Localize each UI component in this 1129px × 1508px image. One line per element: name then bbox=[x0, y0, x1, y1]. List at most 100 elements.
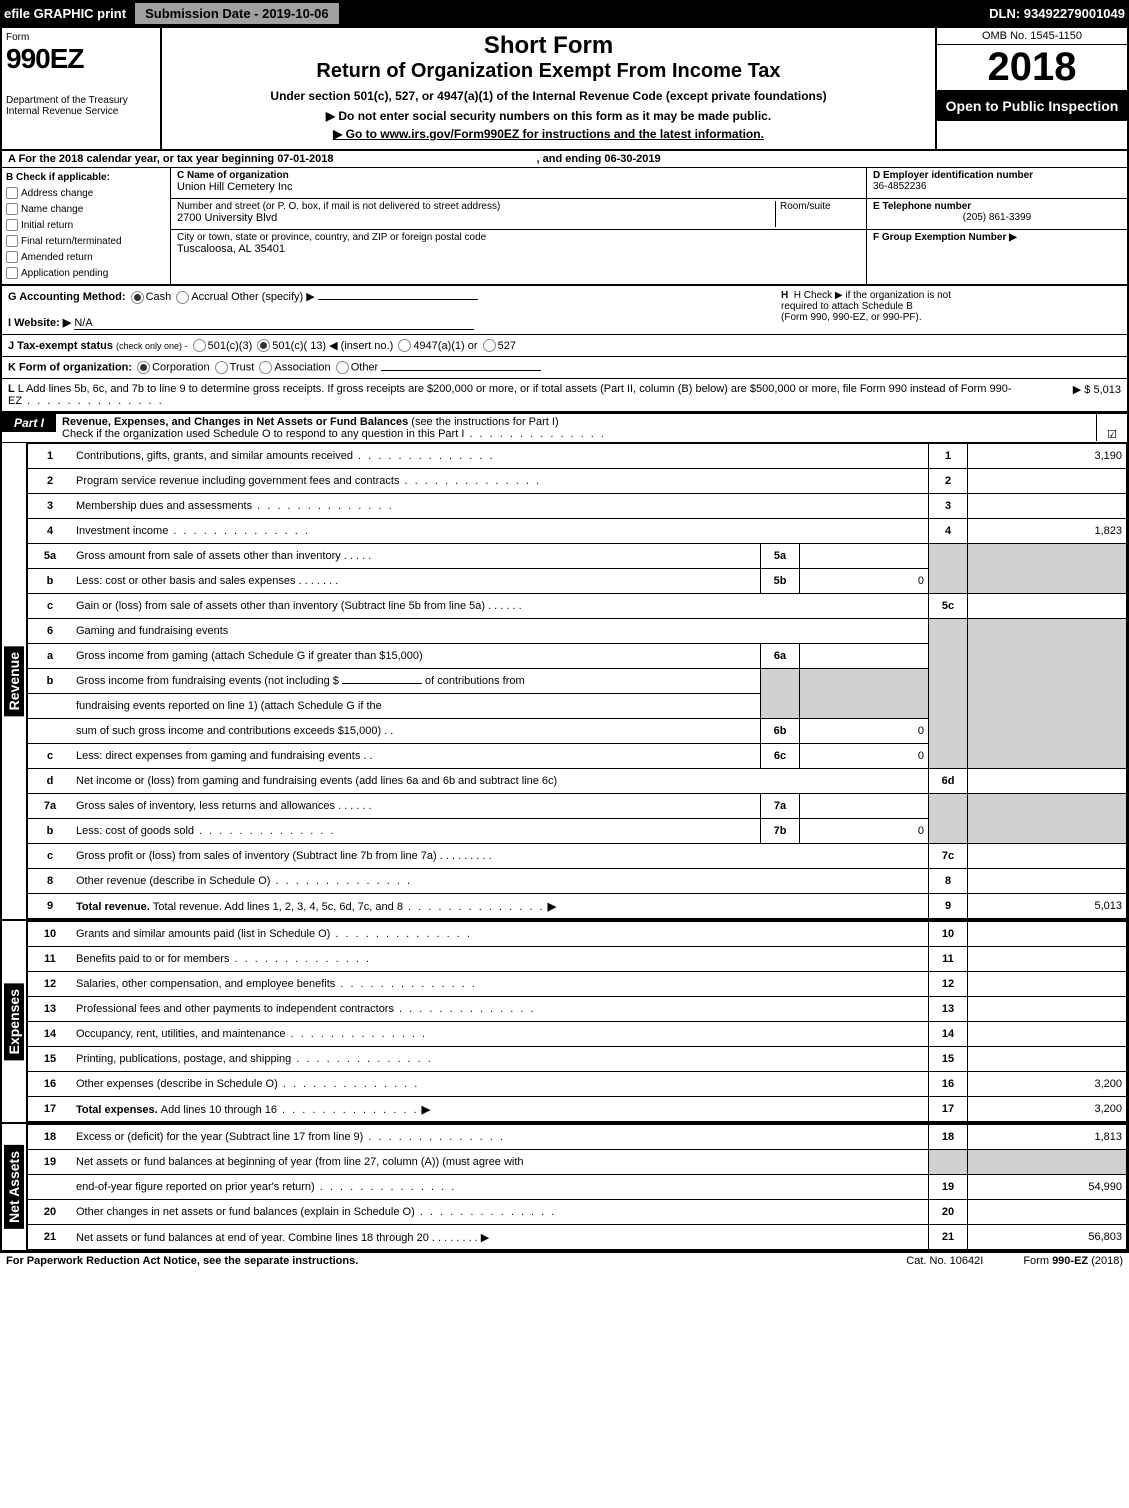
phone-label: E Telephone number bbox=[873, 201, 1121, 212]
part-title: Revenue, Expenses, and Changes in Net As… bbox=[62, 416, 408, 428]
header-center: Short Form Return of Organization Exempt… bbox=[162, 28, 935, 149]
radio-cash[interactable] bbox=[131, 291, 144, 304]
street-row: Number and street (or P. O. box, if mail… bbox=[171, 199, 866, 230]
header-left: Form 990EZ Department of the Treasury In… bbox=[2, 28, 162, 149]
radio-501c3[interactable] bbox=[193, 339, 206, 352]
part-label: Part I bbox=[2, 414, 56, 432]
dln-label: DLN: 93492279001049 bbox=[989, 6, 1125, 21]
netassets-table: 18Excess or (deficit) for the year (Subt… bbox=[28, 1124, 1127, 1250]
cb-amended: Amended return bbox=[6, 250, 166, 266]
radio-accrual[interactable] bbox=[176, 291, 189, 304]
radio-assoc[interactable] bbox=[259, 361, 272, 374]
header-right: OMB No. 1545-1150 2018 Open to Public In… bbox=[935, 28, 1127, 149]
checkbox-icon[interactable] bbox=[6, 251, 18, 263]
checkbox-icon[interactable] bbox=[6, 219, 18, 231]
revenue-side: Revenue bbox=[4, 646, 24, 716]
main-title: Return of Organization Exempt From Incom… bbox=[170, 60, 927, 83]
ein-value: 36-4852236 bbox=[873, 181, 1121, 192]
line-4: 4Investment income41,823 bbox=[28, 519, 1127, 544]
checkbox-icon[interactable] bbox=[6, 235, 18, 247]
line-3: 3Membership dues and assessments3 bbox=[28, 494, 1127, 519]
note-1: ▶ Do not enter social security numbers o… bbox=[170, 109, 927, 123]
line-7a: 7aGross sales of inventory, less returns… bbox=[28, 794, 1127, 819]
note-2-text[interactable]: ▶ Go to www.irs.gov/Form990EZ for instru… bbox=[333, 127, 764, 141]
other-blank[interactable] bbox=[318, 299, 478, 300]
submission-date: Submission Date - 2019-10-06 bbox=[134, 2, 340, 25]
expenses-side: Expenses bbox=[4, 983, 24, 1060]
radio-527[interactable] bbox=[483, 339, 496, 352]
info-section: B Check if applicable: Address change Na… bbox=[2, 168, 1127, 286]
line-13: 13Professional fees and other payments t… bbox=[28, 997, 1127, 1022]
netassets-block: Net Assets 18Excess or (deficit) for the… bbox=[2, 1124, 1127, 1250]
footer-center: Cat. No. 10642I bbox=[906, 1255, 983, 1267]
city-label: City or town, state or province, country… bbox=[177, 232, 860, 243]
cb-pending: Application pending bbox=[6, 266, 166, 282]
line-19-1: 19Net assets or fund balances at beginni… bbox=[28, 1150, 1127, 1175]
expenses-block: Expenses 10Grants and similar amounts pa… bbox=[2, 921, 1127, 1124]
irs-label: Internal Revenue Service bbox=[6, 106, 156, 117]
room-label: Room/suite bbox=[780, 201, 860, 212]
line-18: 18Excess or (deficit) for the year (Subt… bbox=[28, 1125, 1127, 1150]
line-7c: cGross profit or (loss) from sales of in… bbox=[28, 844, 1127, 869]
form-header: Form 990EZ Department of the Treasury In… bbox=[2, 28, 1127, 151]
line-6: 6Gaming and fundraising events bbox=[28, 619, 1127, 644]
group-label: F Group Exemption Number ▶ bbox=[873, 232, 1121, 243]
revenue-block: Revenue 1Contributions, gifts, grants, a… bbox=[2, 443, 1127, 921]
line-17: 17Total expenses. Add lines 10 through 1… bbox=[28, 1097, 1127, 1122]
expenses-table: 10Grants and similar amounts paid (list … bbox=[28, 921, 1127, 1122]
cb-address: Address change bbox=[6, 186, 166, 202]
i-label: I Website: ▶ bbox=[8, 317, 71, 329]
dept-label: Department of the Treasury bbox=[6, 95, 156, 106]
section-def: D Employer identification number 36-4852… bbox=[866, 168, 1127, 284]
efile-label[interactable]: efile GRAPHIC print bbox=[4, 6, 126, 21]
line-5a: 5aGross amount from sale of assets other… bbox=[28, 544, 1127, 569]
page-footer: For Paperwork Reduction Act Notice, see … bbox=[0, 1252, 1129, 1269]
cb-final: Final return/terminated bbox=[6, 234, 166, 250]
period-end: , and ending 06-30-2019 bbox=[537, 153, 661, 165]
cb-initial: Initial return bbox=[6, 218, 166, 234]
omb-number: OMB No. 1545-1150 bbox=[937, 28, 1127, 45]
line-19-2: end-of-year figure reported on prior yea… bbox=[28, 1175, 1127, 1200]
checkbox-icon[interactable] bbox=[6, 187, 18, 199]
city-row: City or town, state or province, country… bbox=[171, 230, 866, 260]
section-h: H H Check ▶ if the organization is not r… bbox=[781, 290, 1121, 323]
line-6d: dNet income or (loss) from gaming and fu… bbox=[28, 769, 1127, 794]
under-section: Under section 501(c), 527, or 4947(a)(1)… bbox=[170, 89, 927, 103]
line-8: 8Other revenue (describe in Schedule O)8 bbox=[28, 869, 1127, 894]
g-label: G Accounting Method: bbox=[8, 291, 126, 303]
radio-trust[interactable] bbox=[215, 361, 228, 374]
line-12: 12Salaries, other compensation, and empl… bbox=[28, 972, 1127, 997]
period-begin: A For the 2018 calendar year, or tax yea… bbox=[8, 153, 333, 165]
org-name-row: C Name of organization Union Hill Cemete… bbox=[171, 168, 866, 199]
checkbox-icon[interactable] bbox=[6, 267, 18, 279]
line-11: 11Benefits paid to or for members11 bbox=[28, 947, 1127, 972]
footer-right: Form 990-EZ (2018) bbox=[1023, 1255, 1123, 1267]
footer-left: For Paperwork Reduction Act Notice, see … bbox=[6, 1255, 866, 1267]
cb-name: Name change bbox=[6, 202, 166, 218]
radio-501c[interactable] bbox=[257, 339, 270, 352]
line-15: 15Printing, publications, postage, and s… bbox=[28, 1047, 1127, 1072]
line-9: 9Total revenue. Total revenue. Add lines… bbox=[28, 894, 1127, 919]
inspection-badge: Open to Public Inspection bbox=[937, 91, 1127, 121]
netassets-side: Net Assets bbox=[4, 1145, 24, 1229]
check-cell[interactable]: ☑ bbox=[1096, 414, 1127, 441]
line-5c: cGain or (loss) from sale of assets othe… bbox=[28, 594, 1127, 619]
line-10: 10Grants and similar amounts paid (list … bbox=[28, 922, 1127, 947]
ein-row: D Employer identification number 36-4852… bbox=[867, 168, 1127, 199]
radio-corp[interactable] bbox=[137, 361, 150, 374]
section-k: K Form of organization: Corporation Trus… bbox=[2, 357, 1127, 379]
section-b: B Check if applicable: Address change Na… bbox=[2, 168, 171, 284]
line-14: 14Occupancy, rent, utilities, and mainte… bbox=[28, 1022, 1127, 1047]
org-name: Union Hill Cemetery Inc bbox=[177, 181, 860, 193]
topbar: efile GRAPHIC print Submission Date - 20… bbox=[0, 0, 1129, 26]
radio-other[interactable] bbox=[336, 361, 349, 374]
form-word: Form bbox=[6, 32, 156, 43]
line-16: 16Other expenses (describe in Schedule O… bbox=[28, 1072, 1127, 1097]
org-name-label: C Name of organization bbox=[177, 170, 860, 181]
line-20: 20Other changes in net assets or fund ba… bbox=[28, 1200, 1127, 1225]
form-container: Form 990EZ Department of the Treasury In… bbox=[0, 26, 1129, 1252]
checkbox-icon[interactable] bbox=[6, 203, 18, 215]
radio-4947[interactable] bbox=[398, 339, 411, 352]
revenue-table: 1Contributions, gifts, grants, and simil… bbox=[28, 443, 1127, 919]
website-value: N/A bbox=[74, 317, 474, 330]
